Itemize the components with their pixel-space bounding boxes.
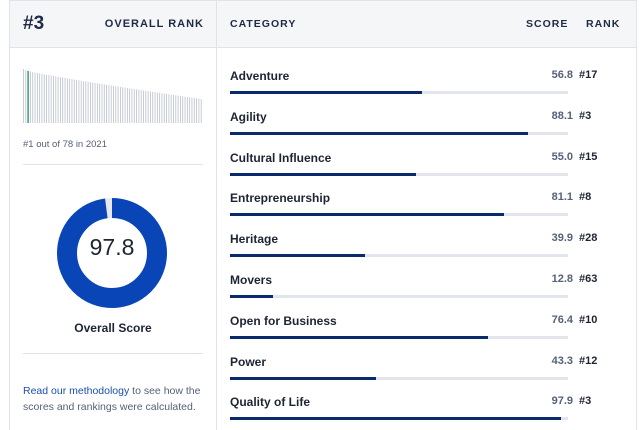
donut-progress-arc <box>57 198 167 308</box>
category-score: 76.4 <box>551 313 573 326</box>
methodology-link[interactable]: Read our methodology <box>23 385 130 397</box>
score-bar-track <box>230 213 568 217</box>
category-name: Quality of Life <box>230 395 311 410</box>
rank-caption: #1 out of 78 in 2021 <box>23 139 107 150</box>
category-rank: #17 <box>579 69 598 81</box>
column-header-category: CATEGORY <box>230 18 297 30</box>
category-name: Agility <box>230 109 267 124</box>
score-bar-fill <box>230 254 365 258</box>
score-bar-track <box>230 254 568 258</box>
score-bar-fill <box>230 417 561 421</box>
score-bar-track <box>230 131 568 135</box>
category-rank: #15 <box>579 150 598 163</box>
category-rank: #28 <box>579 232 598 245</box>
score-bar-fill <box>230 91 422 94</box>
overall-score-label: Overall Score <box>74 321 152 335</box>
table-row: Open for Business 76.4 #10 <box>230 292 630 339</box>
category-name: Open for Business <box>230 313 337 328</box>
category-name: Cultural Influence <box>230 150 332 165</box>
category-name: Heritage <box>230 232 279 247</box>
score-bar-fill <box>230 172 416 176</box>
category-name: Adventure <box>230 69 290 83</box>
rank-distribution-sparkline <box>23 69 202 123</box>
table-row: Heritage 39.9 #28 <box>230 210 630 258</box>
category-score: 97.9 <box>551 395 573 408</box>
score-bar-fill <box>230 213 505 217</box>
score-bar-fill <box>230 131 528 135</box>
category-score: 56.8 <box>551 69 573 81</box>
score-bar-track <box>230 335 568 339</box>
overall-score-donut <box>57 198 167 308</box>
category-rank: #3 <box>579 109 592 122</box>
category-score: 81.1 <box>551 191 573 204</box>
category-score: 43.3 <box>551 354 573 367</box>
category-rank: #12 <box>579 354 598 367</box>
category-rank: #8 <box>579 191 592 204</box>
category-score: 12.8 <box>551 272 573 285</box>
category-score: 55.0 <box>551 150 573 163</box>
table-row: Cultural Influence 55.0 #15 <box>230 129 630 176</box>
category-rank: #63 <box>579 272 598 285</box>
score-bar-track <box>230 172 568 176</box>
table-header: CATEGORY SCORE RANK <box>217 1 636 48</box>
category-name: Movers <box>230 272 273 287</box>
left-divider-bottom <box>23 353 203 354</box>
score-bar-fill <box>230 335 489 339</box>
score-bar-track <box>230 376 568 380</box>
table-rows: Adventure 56.8 #17 Agility 88.1 #3 Cultural In… <box>230 47 630 421</box>
table-row: Quality of Life 97.9 #3 <box>230 373 630 421</box>
category-scores-table: CATEGORY SCORE RANK Adventure 56.8 #17 Agil… <box>217 0 637 430</box>
category-score: 88.1 <box>551 109 573 122</box>
category-score: 39.9 <box>551 232 573 245</box>
score-bar-track <box>230 417 568 421</box>
column-header-rank: RANK <box>586 18 621 30</box>
table-row: Agility 88.1 #3 <box>230 88 630 135</box>
column-header-score: SCORE <box>526 18 569 30</box>
score-bar-track <box>230 294 568 298</box>
category-rank: #3 <box>579 395 592 408</box>
methodology-text: to see how the scores and rankings were … <box>23 385 201 413</box>
overall-rank-label: OVERALL RANK <box>104 18 204 30</box>
category-name: Power <box>230 354 267 369</box>
methodology-note: Read our methodology to see how the scor… <box>23 383 205 415</box>
overall-rank-panel: #3 OVERALL RANK #1 out of 78 in 2021 97.… <box>9 0 217 430</box>
table-row: Movers 12.8 #63 <box>230 251 630 298</box>
score-bar-track <box>230 91 568 94</box>
overall-rank-number: #3 <box>23 13 45 34</box>
left-divider-top <box>23 164 203 165</box>
table-row: Adventure 56.8 #17 <box>230 47 630 94</box>
table-row: Entrepreneurship 81.1 #8 <box>230 169 630 217</box>
table-row: Power 43.3 #12 <box>230 333 630 380</box>
score-bar-fill <box>230 294 274 298</box>
score-bar-fill <box>230 376 377 380</box>
category-name: Entrepreneurship <box>230 191 331 206</box>
category-rank: #10 <box>579 313 598 326</box>
overall-score-value: 97.8 <box>89 234 135 260</box>
overall-rank-header: #3 OVERALL RANK <box>10 1 216 48</box>
